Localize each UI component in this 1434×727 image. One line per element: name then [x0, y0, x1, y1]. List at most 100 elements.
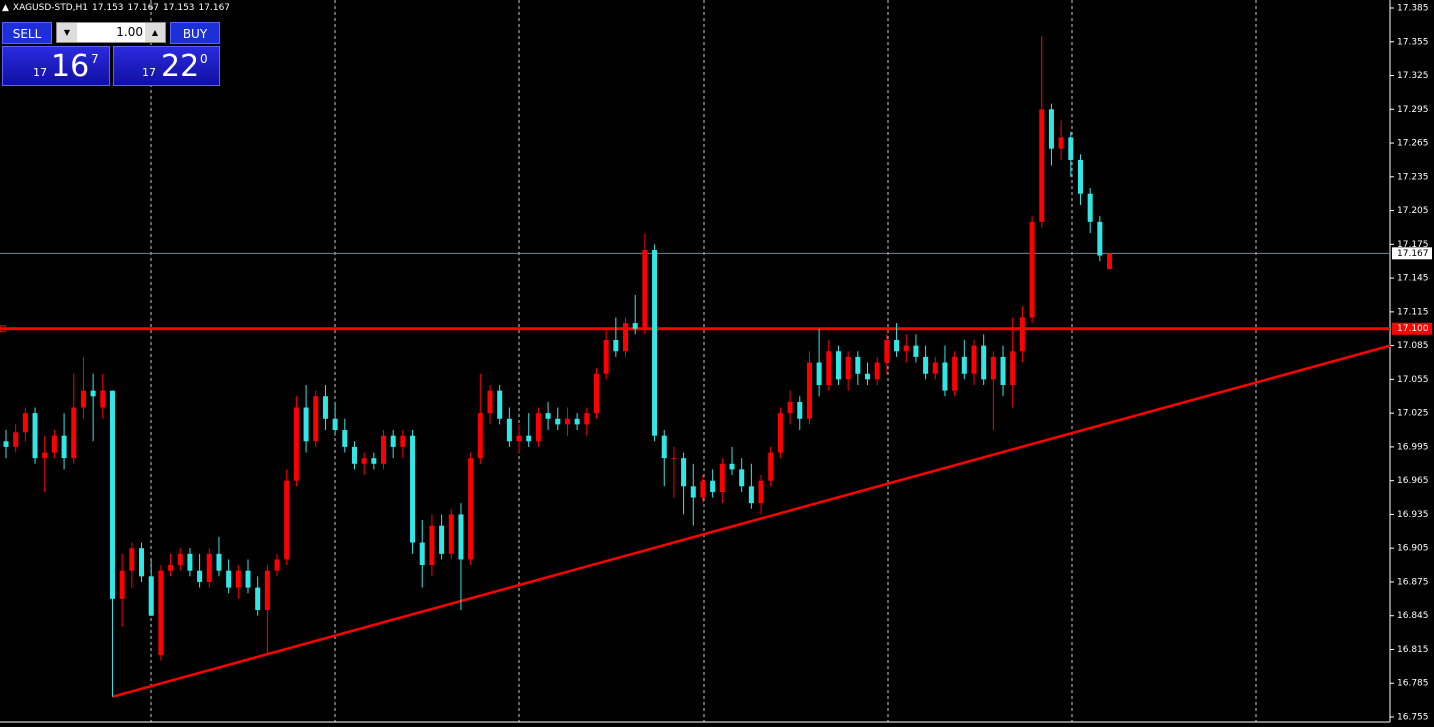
- candle-body: [681, 458, 687, 487]
- y-tick-label: 17.175: [1397, 240, 1429, 250]
- candle-body: [32, 413, 38, 459]
- candle-body: [516, 435, 522, 442]
- candle-body: [3, 441, 9, 447]
- candle-body: [748, 486, 754, 504]
- candle-body: [313, 396, 319, 442]
- current-price-label: 17.167: [1397, 249, 1429, 259]
- candle-body: [903, 345, 909, 352]
- candle-body: [148, 576, 154, 616]
- volume-box[interactable]: ▼ 1.00 ▲: [56, 22, 166, 43]
- candle-body: [419, 542, 425, 566]
- candle-body: [381, 435, 387, 464]
- candle-body: [652, 249, 658, 436]
- candle-body: [797, 401, 803, 419]
- volume-value[interactable]: 1.00: [116, 25, 143, 39]
- candle-body: [187, 553, 193, 571]
- candle-body: [526, 435, 532, 442]
- candle-body: [129, 548, 135, 571]
- candle-body: [245, 570, 251, 588]
- candle-body: [216, 553, 222, 571]
- candle-body: [51, 435, 57, 453]
- candle-body: [923, 356, 929, 374]
- candle-body: [487, 390, 493, 414]
- candle-body: [613, 339, 619, 352]
- candle-body: [168, 565, 174, 571]
- y-tick-label: 17.235: [1397, 172, 1429, 182]
- candle-body: [584, 413, 590, 425]
- candle-body: [332, 418, 338, 431]
- buy-button[interactable]: BUY: [170, 22, 220, 44]
- y-tick-label: 17.055: [1397, 375, 1429, 385]
- close-price: 17.167: [198, 3, 231, 13]
- candle-body: [1068, 137, 1074, 160]
- low-price: 17.153: [163, 3, 195, 13]
- candle-body: [119, 570, 125, 599]
- y-tick-label: 17.355: [1397, 37, 1429, 47]
- sell-button[interactable]: SELL: [2, 22, 52, 44]
- candle-body: [468, 458, 474, 560]
- candle-body: [845, 356, 851, 380]
- candle-body: [1029, 221, 1035, 318]
- candle-body: [1048, 109, 1054, 149]
- candle-body: [642, 249, 648, 329]
- ask-price-box[interactable]: 17 22 0: [113, 46, 220, 86]
- volume-up[interactable]: ▲: [145, 23, 165, 42]
- candle-body: [729, 463, 735, 470]
- candle-body: [100, 390, 106, 408]
- current-price-label-bg: [1392, 247, 1432, 260]
- candle-body: [429, 525, 435, 566]
- candle-body: [865, 373, 871, 380]
- candle-body: [390, 435, 396, 447]
- candle-body: [1077, 159, 1083, 194]
- y-tick-label: 16.905: [1397, 544, 1429, 554]
- bid-price-box[interactable]: 17 16 7: [2, 46, 110, 86]
- level-label-bg: [1392, 322, 1432, 335]
- candle-body: [206, 553, 212, 582]
- candle-body: [371, 458, 377, 464]
- y-tick-label: 17.145: [1397, 274, 1429, 284]
- candle-body: [235, 570, 241, 588]
- trendline: [112, 344, 1391, 698]
- y-tick-label: 17.385: [1397, 4, 1429, 14]
- candle-body: [671, 458, 677, 460]
- volume-down[interactable]: ▼: [57, 23, 77, 42]
- candle-body: [1010, 351, 1016, 386]
- candle-body: [932, 362, 938, 374]
- candle-body: [361, 458, 367, 464]
- candle-body: [981, 345, 987, 380]
- candle-body: [719, 463, 725, 492]
- candle-body: [623, 323, 629, 352]
- candle-body: [535, 413, 541, 442]
- candle-body: [458, 514, 464, 560]
- candle-body: [971, 345, 977, 374]
- candle-body: [158, 570, 164, 656]
- candle-body: [506, 418, 512, 442]
- candle-body: [632, 323, 638, 329]
- y-tick-label: 17.085: [1397, 341, 1429, 351]
- candle-body: [448, 514, 454, 554]
- candle-body: [884, 339, 890, 363]
- candle-body: [564, 418, 570, 425]
- y-tick-label: 16.815: [1397, 645, 1429, 655]
- candle-body: [439, 525, 445, 554]
- candle-body: [13, 432, 19, 447]
- candle-body: [826, 351, 832, 386]
- y-tick-label: 17.025: [1397, 409, 1429, 419]
- candle-body: [1097, 221, 1103, 256]
- candle-body: [284, 480, 290, 560]
- bid-sup: 7: [91, 52, 99, 66]
- candle-body: [739, 469, 745, 487]
- candle-body: [603, 339, 609, 374]
- candle-body: [477, 413, 483, 459]
- chart-header: ▲ XAGUSD-STD,H1 17.153 17.167 17.153 17.167: [2, 3, 234, 13]
- candle-body: [894, 339, 900, 352]
- candle-body: [855, 356, 861, 374]
- ask-main: 22: [161, 49, 200, 84]
- candle-body: [22, 413, 28, 433]
- candle-body: [835, 351, 841, 380]
- y-tick-label: 16.755: [1397, 713, 1429, 723]
- y-tick-label: 16.875: [1397, 577, 1429, 587]
- y-tick-label: 16.845: [1397, 611, 1429, 621]
- y-tick-label: 17.265: [1397, 139, 1429, 149]
- candle-body: [768, 452, 774, 481]
